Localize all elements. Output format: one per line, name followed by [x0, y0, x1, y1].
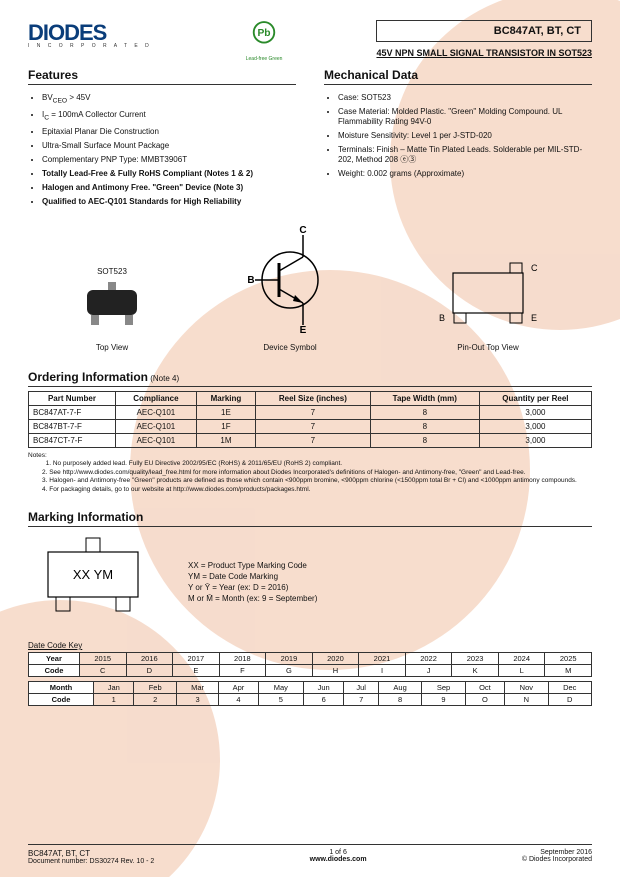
ordering-note-suffix: (Note 4) — [150, 374, 179, 383]
footer-right: September 2016 © Diodes Incorporated — [522, 849, 592, 865]
feature-item: Totally Lead-Free & Fully RoHS Compliant… — [42, 169, 296, 179]
table-header: Compliance — [115, 391, 196, 405]
part-title: BC847AT, BT, CT — [376, 20, 592, 42]
pb-sub: Lead-free Green — [246, 56, 283, 62]
logo-subtext: I N C O R P O R A T E D — [28, 43, 152, 49]
legend-line: M or M̄ = Month (ex: 9 = September) — [188, 593, 317, 604]
pb-badge: Pb Lead-free Green — [246, 20, 283, 62]
ordering-table: Part NumberComplianceMarkingReel Size (i… — [28, 391, 592, 448]
footer-center: 1 of 6 www.diodes.com — [310, 849, 367, 865]
footer-url: www.diodes.com — [310, 856, 367, 863]
features-list: BVCEO > 45V IC = 100mA Collector Current E… — [28, 93, 296, 207]
svg-text:B: B — [247, 275, 254, 286]
marking-legend: XX = Product Type Marking CodeYM = Date … — [188, 560, 317, 605]
svg-text:C: C — [299, 225, 306, 236]
symbol-caption: Device Symbol — [245, 343, 335, 352]
table-header: Quantity per Reel — [479, 391, 591, 405]
note-line: 3. Halogen- and Antimony-free "Green" pr… — [28, 477, 592, 485]
svg-text:XX YM: XX YM — [73, 567, 113, 582]
features-column: Features BVCEO > 45V IC = 100mA Collector… — [28, 68, 296, 211]
mechanical-item: Case Material: Molded Plastic. "Green" M… — [338, 107, 592, 127]
mechanical-item: Moisture Sensitivity: Level 1 per J-STD-… — [338, 131, 592, 141]
symbol-diagram: C B E Device Symbol — [245, 225, 335, 352]
table-header: Marking — [196, 391, 255, 405]
ordering-section: Ordering Information (Note 4) Part Numbe… — [28, 370, 592, 494]
pinout-icon: C B E — [433, 255, 543, 335]
top-view-caption: Top View — [77, 343, 147, 352]
feature-item: Halogen and Antimony Free. "Green" Devic… — [42, 183, 296, 193]
feature-item: Qualified to AEC-Q101 Standards for High… — [42, 197, 296, 207]
footer-date: September 2016 — [522, 849, 592, 856]
mechanical-item: Case: SOT523 — [338, 93, 592, 103]
sot523-icon — [77, 280, 147, 335]
transistor-symbol-icon: C B E — [245, 225, 335, 335]
mechanical-column: Mechanical Data Case: SOT523 Case Materia… — [324, 68, 592, 211]
date-code-key-title: Date Code Key — [28, 641, 592, 650]
marking-diagram-icon: XX YM — [28, 537, 158, 627]
footer-part: BC847AT, BT, CT — [28, 849, 154, 858]
mechanical-item: Weight: 0.002 grams (Approximate) — [338, 169, 592, 179]
ordering-title: Ordering Information — [28, 370, 148, 384]
svg-text:Pb: Pb — [258, 28, 271, 39]
marking-title: Marking Information — [28, 510, 592, 527]
header: DIODES I N C O R P O R A T E D Pb Lead-f… — [28, 20, 592, 62]
footer-docnum: Document number: DS30274 Rev. 10 - 2 — [28, 858, 154, 865]
legend-line: Y or Ȳ = Year (ex: D = 2016) — [188, 582, 317, 593]
table-row: BC847CT-7-FAEC-Q1011M783,000 — [29, 433, 592, 447]
table-header: Part Number — [29, 391, 116, 405]
ordering-notes: Notes: 1. No purposely added lead. Fully… — [28, 452, 592, 494]
mechanical-list: Case: SOT523 Case Material: Molded Plasti… — [324, 93, 592, 179]
marking-section: Marking Information XX YM XX = Product T… — [28, 510, 592, 706]
year-code-table: Year201520162017201820192020202120222023… — [28, 652, 592, 677]
logo-block: DIODES I N C O R P O R A T E D — [28, 20, 152, 49]
feature-item: IC = 100mA Collector Current — [42, 110, 296, 123]
note-line: 4. For packaging details, go to our webs… — [28, 486, 592, 494]
note-line: 2. See http://www.diodes.com/quality/lea… — [28, 469, 592, 477]
svg-text:E: E — [531, 313, 537, 323]
table-header: Reel Size (inches) — [255, 391, 370, 405]
table-row: BC847AT-7-FAEC-Q1011E783,000 — [29, 405, 592, 419]
feature-item: Epitaxial Planar Die Construction — [42, 127, 296, 137]
svg-text:E: E — [300, 325, 307, 335]
footer-page: 1 of 6 — [310, 849, 367, 856]
footer: BC847AT, BT, CT Document number: DS30274… — [28, 844, 592, 865]
pinout-caption: Pin-Out Top View — [433, 343, 543, 352]
footer-left: BC847AT, BT, CT Document number: DS30274… — [28, 849, 154, 865]
month-code-table: MonthJanFebMarAprMayJunJulAugSepOctNovDe… — [28, 681, 592, 706]
svg-text:C: C — [531, 263, 538, 273]
feature-item: Complementary PNP Type: MMBT3906T — [42, 155, 296, 165]
footer-copyright: © Diodes Incorporated — [522, 856, 592, 863]
table-row: BC847BT-7-FAEC-Q1011F783,000 — [29, 419, 592, 433]
title-block: BC847AT, BT, CT 45V NPN SMALL SIGNAL TRA… — [376, 20, 592, 58]
legend-line: XX = Product Type Marking Code — [188, 560, 317, 571]
legend-line: YM = Date Code Marking — [188, 571, 317, 582]
package-diagram: SOT523 Top View — [77, 267, 147, 352]
svg-text:B: B — [439, 313, 445, 323]
doc-subtitle: 45V NPN SMALL SIGNAL TRANSISTOR IN SOT52… — [376, 48, 592, 58]
mechanical-title: Mechanical Data — [324, 68, 592, 85]
note-line: 1. No purposely added lead. Fully EU Dir… — [28, 460, 592, 468]
feature-item: Ultra-Small Surface Mount Package — [42, 141, 296, 151]
pinout-diagram: C B E Pin-Out Top View — [433, 255, 543, 352]
mechanical-item: Terminals: Finish – Matte Tin Plated Lea… — [338, 145, 592, 165]
features-title: Features — [28, 68, 296, 85]
table-header: Tape Width (mm) — [370, 391, 479, 405]
diagram-row: SOT523 Top View C B E — [28, 225, 592, 352]
package-label: SOT523 — [77, 267, 147, 276]
feature-item: BVCEO > 45V — [42, 93, 296, 106]
